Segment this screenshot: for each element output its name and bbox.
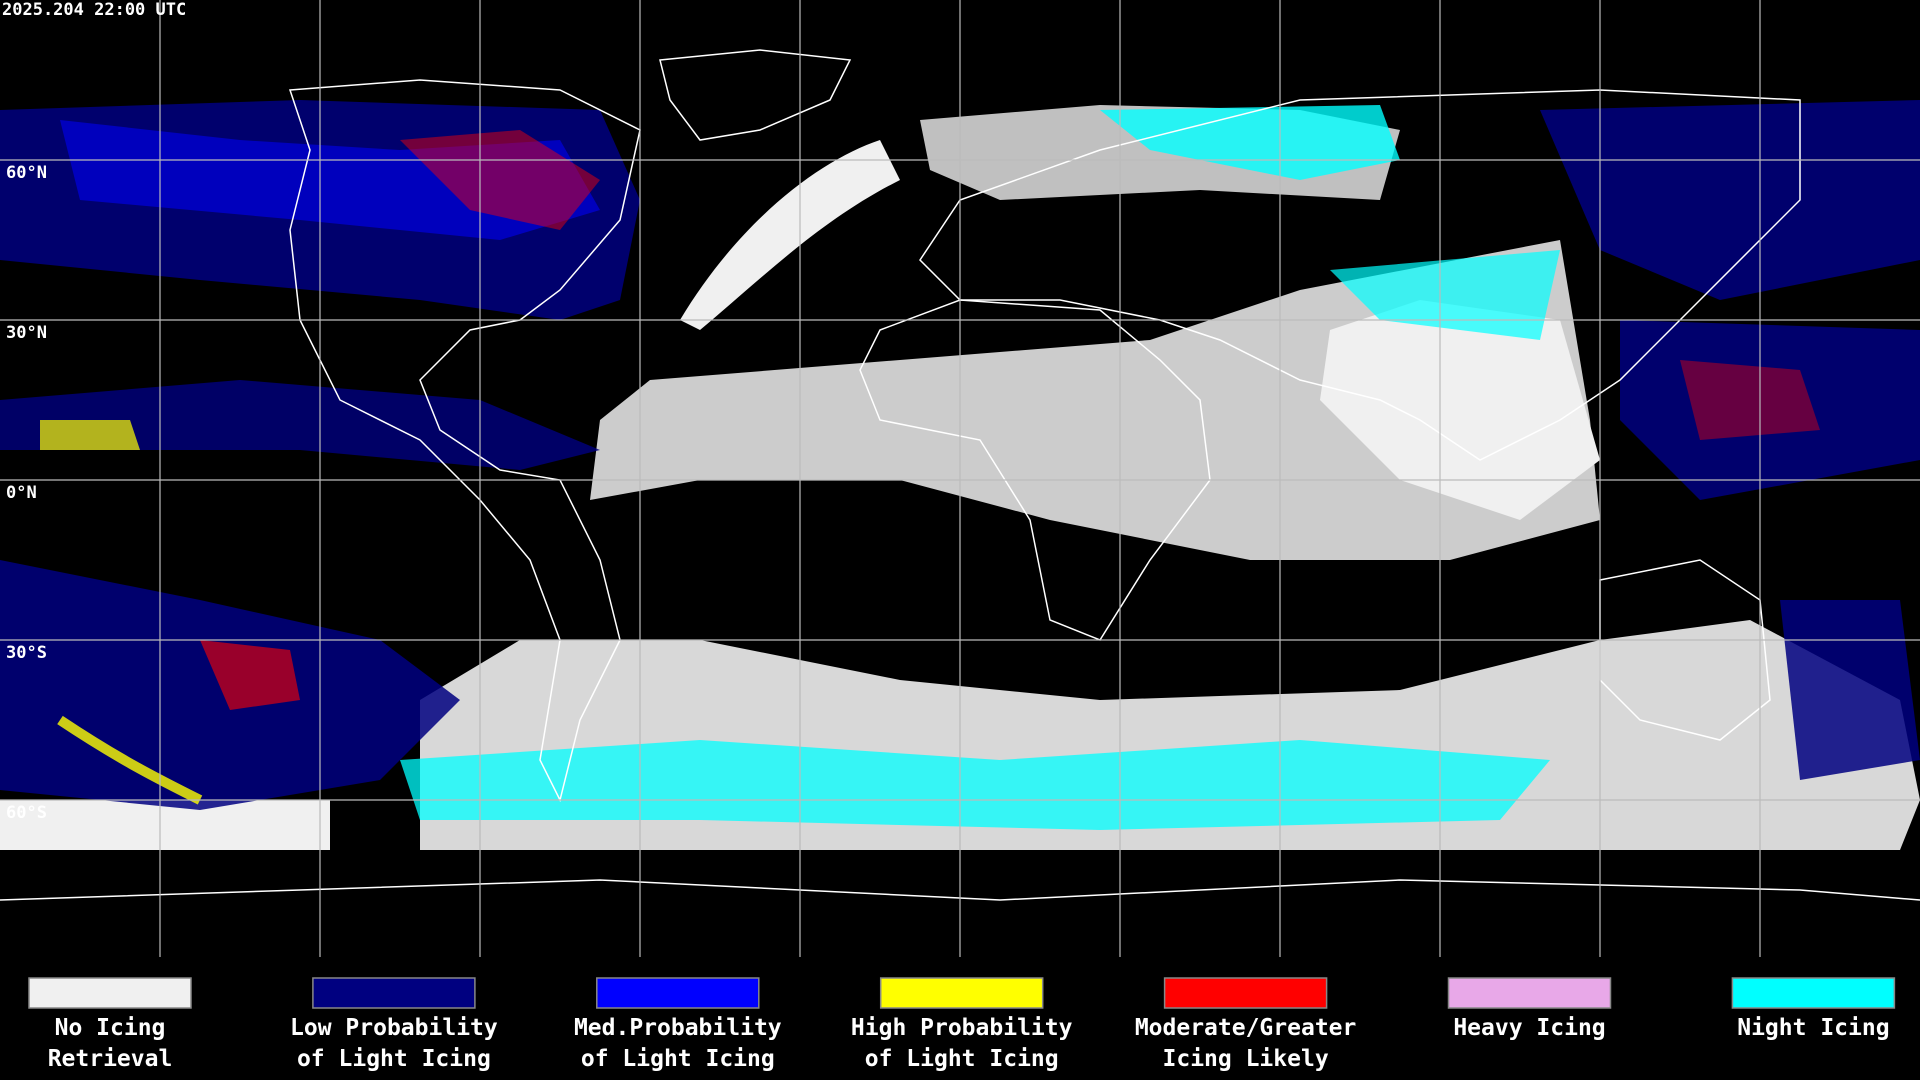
legend-label: Retrieval — [48, 1046, 173, 1072]
moderate-region — [200, 640, 300, 710]
no-icing-patch — [1320, 300, 1600, 520]
high-probability-region — [40, 420, 140, 450]
legend-swatch — [28, 977, 192, 1009]
legend-swatch — [1731, 977, 1896, 1009]
legend-swatch — [596, 977, 760, 1009]
night-icing-patch — [1100, 105, 1400, 180]
legend-label: of Light Icing — [581, 1046, 775, 1072]
legend-label: Med.Probability — [574, 1015, 782, 1041]
low-probability-region — [1620, 320, 1920, 500]
low-probability-region — [1780, 600, 1920, 780]
legend-label: Heavy Icing — [1453, 1015, 1605, 1041]
legend-swatch — [879, 977, 1044, 1009]
legend-swatch — [1163, 977, 1328, 1009]
graticule — [0, 0, 1920, 957]
high-probability-band — [57, 715, 203, 805]
moderate-region — [1680, 360, 1820, 440]
legend-label: of Light Icing — [865, 1046, 1059, 1072]
no-icing-patch — [0, 800, 330, 850]
legend-label: Low Probability — [290, 1015, 498, 1041]
moderate-region — [400, 130, 600, 230]
legend-swatch — [1447, 977, 1612, 1009]
lat-label: 60°S — [6, 803, 47, 823]
australia-coast — [1599, 559, 1771, 741]
lat-label: 0°N — [6, 483, 37, 503]
legend-label: of Light Icing — [297, 1046, 491, 1072]
legend-label: High Probability — [851, 1015, 1073, 1041]
legend-swatch — [312, 977, 476, 1009]
med-probability-region — [60, 120, 600, 240]
night-icing-patch — [1330, 250, 1560, 340]
low-probability-region — [1540, 100, 1920, 300]
lat-label: 30°S — [6, 643, 47, 663]
legend-label: Night Icing — [1737, 1015, 1889, 1041]
legend-label: Icing Likely — [1163, 1046, 1329, 1072]
low-probability-region — [0, 380, 600, 470]
no-icing-patch — [680, 140, 900, 330]
lat-label: 30°N — [6, 323, 47, 343]
legend: No Icing Retrieval Low Probability of Light… — [28, 977, 1896, 1072]
africa-coast — [859, 299, 1211, 641]
legend-label: Moderate/Greater — [1135, 1015, 1357, 1041]
night-icing-patch — [400, 740, 1550, 830]
timestamp: 2025.204 22:00 UTC — [2, 0, 186, 20]
americas-coast — [288, 79, 641, 803]
legend-label: No Icing — [55, 1015, 166, 1041]
lat-label: 60°N — [6, 163, 47, 183]
antarctica-coast — [0, 879, 1920, 901]
greenland-coast — [659, 49, 852, 141]
